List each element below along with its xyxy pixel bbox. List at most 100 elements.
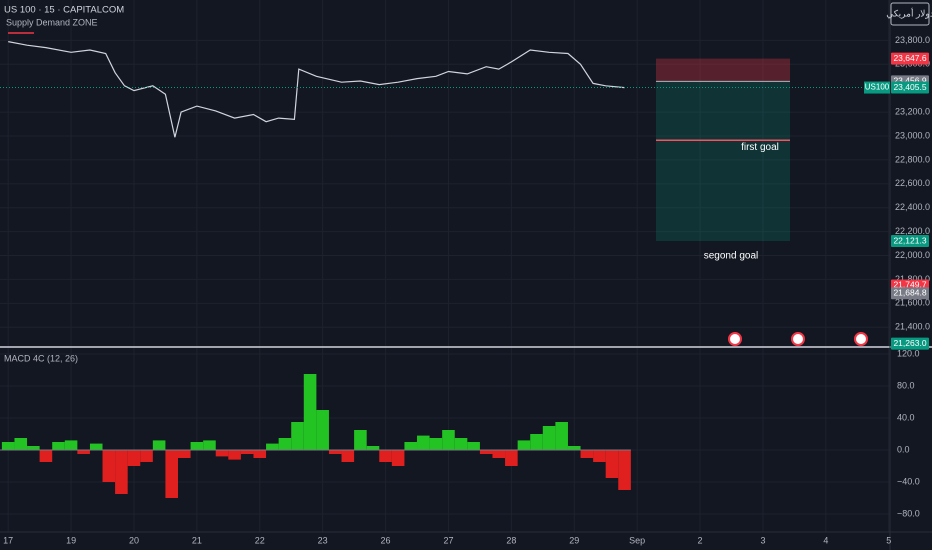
y-tick-label: 0.0	[897, 444, 910, 454]
y-tick-label: 120.0	[897, 348, 920, 358]
macd-bar	[391, 450, 405, 466]
macd-bar	[278, 438, 292, 450]
macd-bar	[479, 450, 493, 454]
macd-bar	[379, 450, 392, 462]
macd-bar	[517, 440, 531, 450]
price-tag-bg	[891, 81, 929, 94]
macd-bar	[266, 443, 279, 450]
x-tick-label: 28	[506, 535, 516, 545]
y-tick-label: 23,000.0	[895, 130, 930, 140]
price-tag: 23,405.5	[893, 82, 926, 92]
y-tick-label: 80.0	[897, 380, 915, 390]
x-tick-label: 2	[698, 535, 703, 545]
macd-bar	[580, 450, 594, 458]
symbol-tag-bg	[864, 81, 890, 94]
x-tick-label: 5	[886, 535, 891, 545]
macd-bar	[555, 422, 568, 450]
currency-box[interactable]	[890, 2, 930, 26]
macd-bar	[366, 446, 380, 450]
price-tag: 21,684.8	[893, 287, 926, 297]
macd-bar	[27, 446, 40, 450]
price-tag-bg	[891, 235, 929, 248]
price-tag: 21,749.7	[893, 280, 926, 290]
annotation: segond goal	[704, 251, 759, 262]
symbol-tag: US100	[865, 83, 890, 92]
macd-bar	[240, 450, 254, 454]
x-tick-label: 27	[443, 535, 453, 545]
y-tick-label: 23,800.0	[895, 35, 930, 45]
event-icon[interactable]	[728, 332, 742, 346]
macd-bar	[52, 442, 65, 450]
y-tick-label: 40.0	[897, 412, 915, 422]
y-tick-label: 21,400.0	[895, 322, 930, 332]
chart-title: US 100 · 15 · CAPITALCOM	[4, 5, 124, 16]
currency: دولار أمريكي	[886, 6, 932, 19]
x-tick-label: 26	[381, 535, 391, 545]
event-icon[interactable]	[854, 332, 868, 346]
y-tick-label: 22,600.0	[895, 178, 930, 188]
macd-bar	[542, 426, 556, 450]
macd-bar	[505, 450, 518, 466]
macd-bar	[303, 374, 317, 450]
macd-bar	[215, 450, 229, 457]
x-tick-label: 19	[66, 535, 76, 545]
labels: 23,800.023,600.023,200.023,000.022,800.0…	[3, 35, 930, 546]
price-tag-bg	[891, 287, 929, 300]
x-tick-label: 17	[3, 535, 13, 545]
y-tick-label: 21,800.0	[895, 274, 930, 284]
x-tick-label: 23	[318, 535, 328, 545]
annotation: first goal	[741, 142, 779, 153]
macd-bar	[417, 435, 430, 450]
x-tick-label: 22	[255, 535, 265, 545]
y-tick-label: 21,600.0	[895, 298, 930, 308]
macd-bar	[190, 442, 204, 450]
macd-bar	[178, 450, 191, 458]
macd-bar	[77, 450, 90, 454]
y-tick-label: 22,800.0	[895, 154, 930, 164]
macd-bar	[39, 450, 53, 462]
x-tick-label: 3	[760, 535, 765, 545]
price-tag-bg	[891, 52, 929, 65]
price-tag-bg	[891, 337, 929, 350]
y-tick-label: 22,400.0	[895, 202, 930, 212]
macd-bar	[404, 442, 418, 450]
x-tick-label: 21	[192, 535, 202, 545]
macd-bar	[115, 450, 128, 494]
y-tick-label: 23,200.0	[895, 106, 930, 116]
stop-zone	[656, 58, 790, 82]
y-tick-label: 22,000.0	[895, 250, 930, 260]
macd-title[interactable]: MACD 4C (12, 26)	[4, 353, 78, 363]
macd-bar	[291, 422, 304, 450]
macd-bar	[530, 434, 543, 450]
price-tag: 21,263.0	[893, 338, 926, 348]
macd-bar	[1, 442, 15, 450]
macd-bar	[354, 430, 367, 450]
macd-bar	[152, 440, 166, 450]
price-tag: 23,647.6	[893, 53, 926, 63]
event-icon[interactable]	[791, 332, 805, 346]
macd-bar	[567, 446, 581, 450]
price-tag: 23,456.9	[893, 76, 926, 86]
macd-bar	[429, 438, 443, 450]
macd-bar	[127, 450, 141, 466]
x-tick-label: Sep	[629, 535, 645, 545]
x-tick-label: 20	[129, 535, 139, 545]
macd-bar	[467, 442, 480, 450]
macd-bar	[64, 440, 78, 450]
y-tick-label: −80.0	[897, 508, 920, 518]
price-tag: 22,121.3	[893, 235, 926, 245]
macd-bar	[140, 450, 153, 462]
macd-bar	[618, 450, 631, 490]
grid	[0, 0, 890, 532]
macd-bar	[89, 443, 103, 450]
macd-bar	[102, 450, 116, 482]
macd-bar	[253, 450, 267, 458]
macd-bar	[593, 450, 606, 462]
event-icons	[728, 332, 868, 346]
x-tick-label: 29	[569, 535, 579, 545]
indicator-name[interactable]: Supply Demand ZONE	[6, 17, 98, 27]
macd-bar	[316, 410, 329, 450]
macd-bar	[228, 450, 241, 460]
